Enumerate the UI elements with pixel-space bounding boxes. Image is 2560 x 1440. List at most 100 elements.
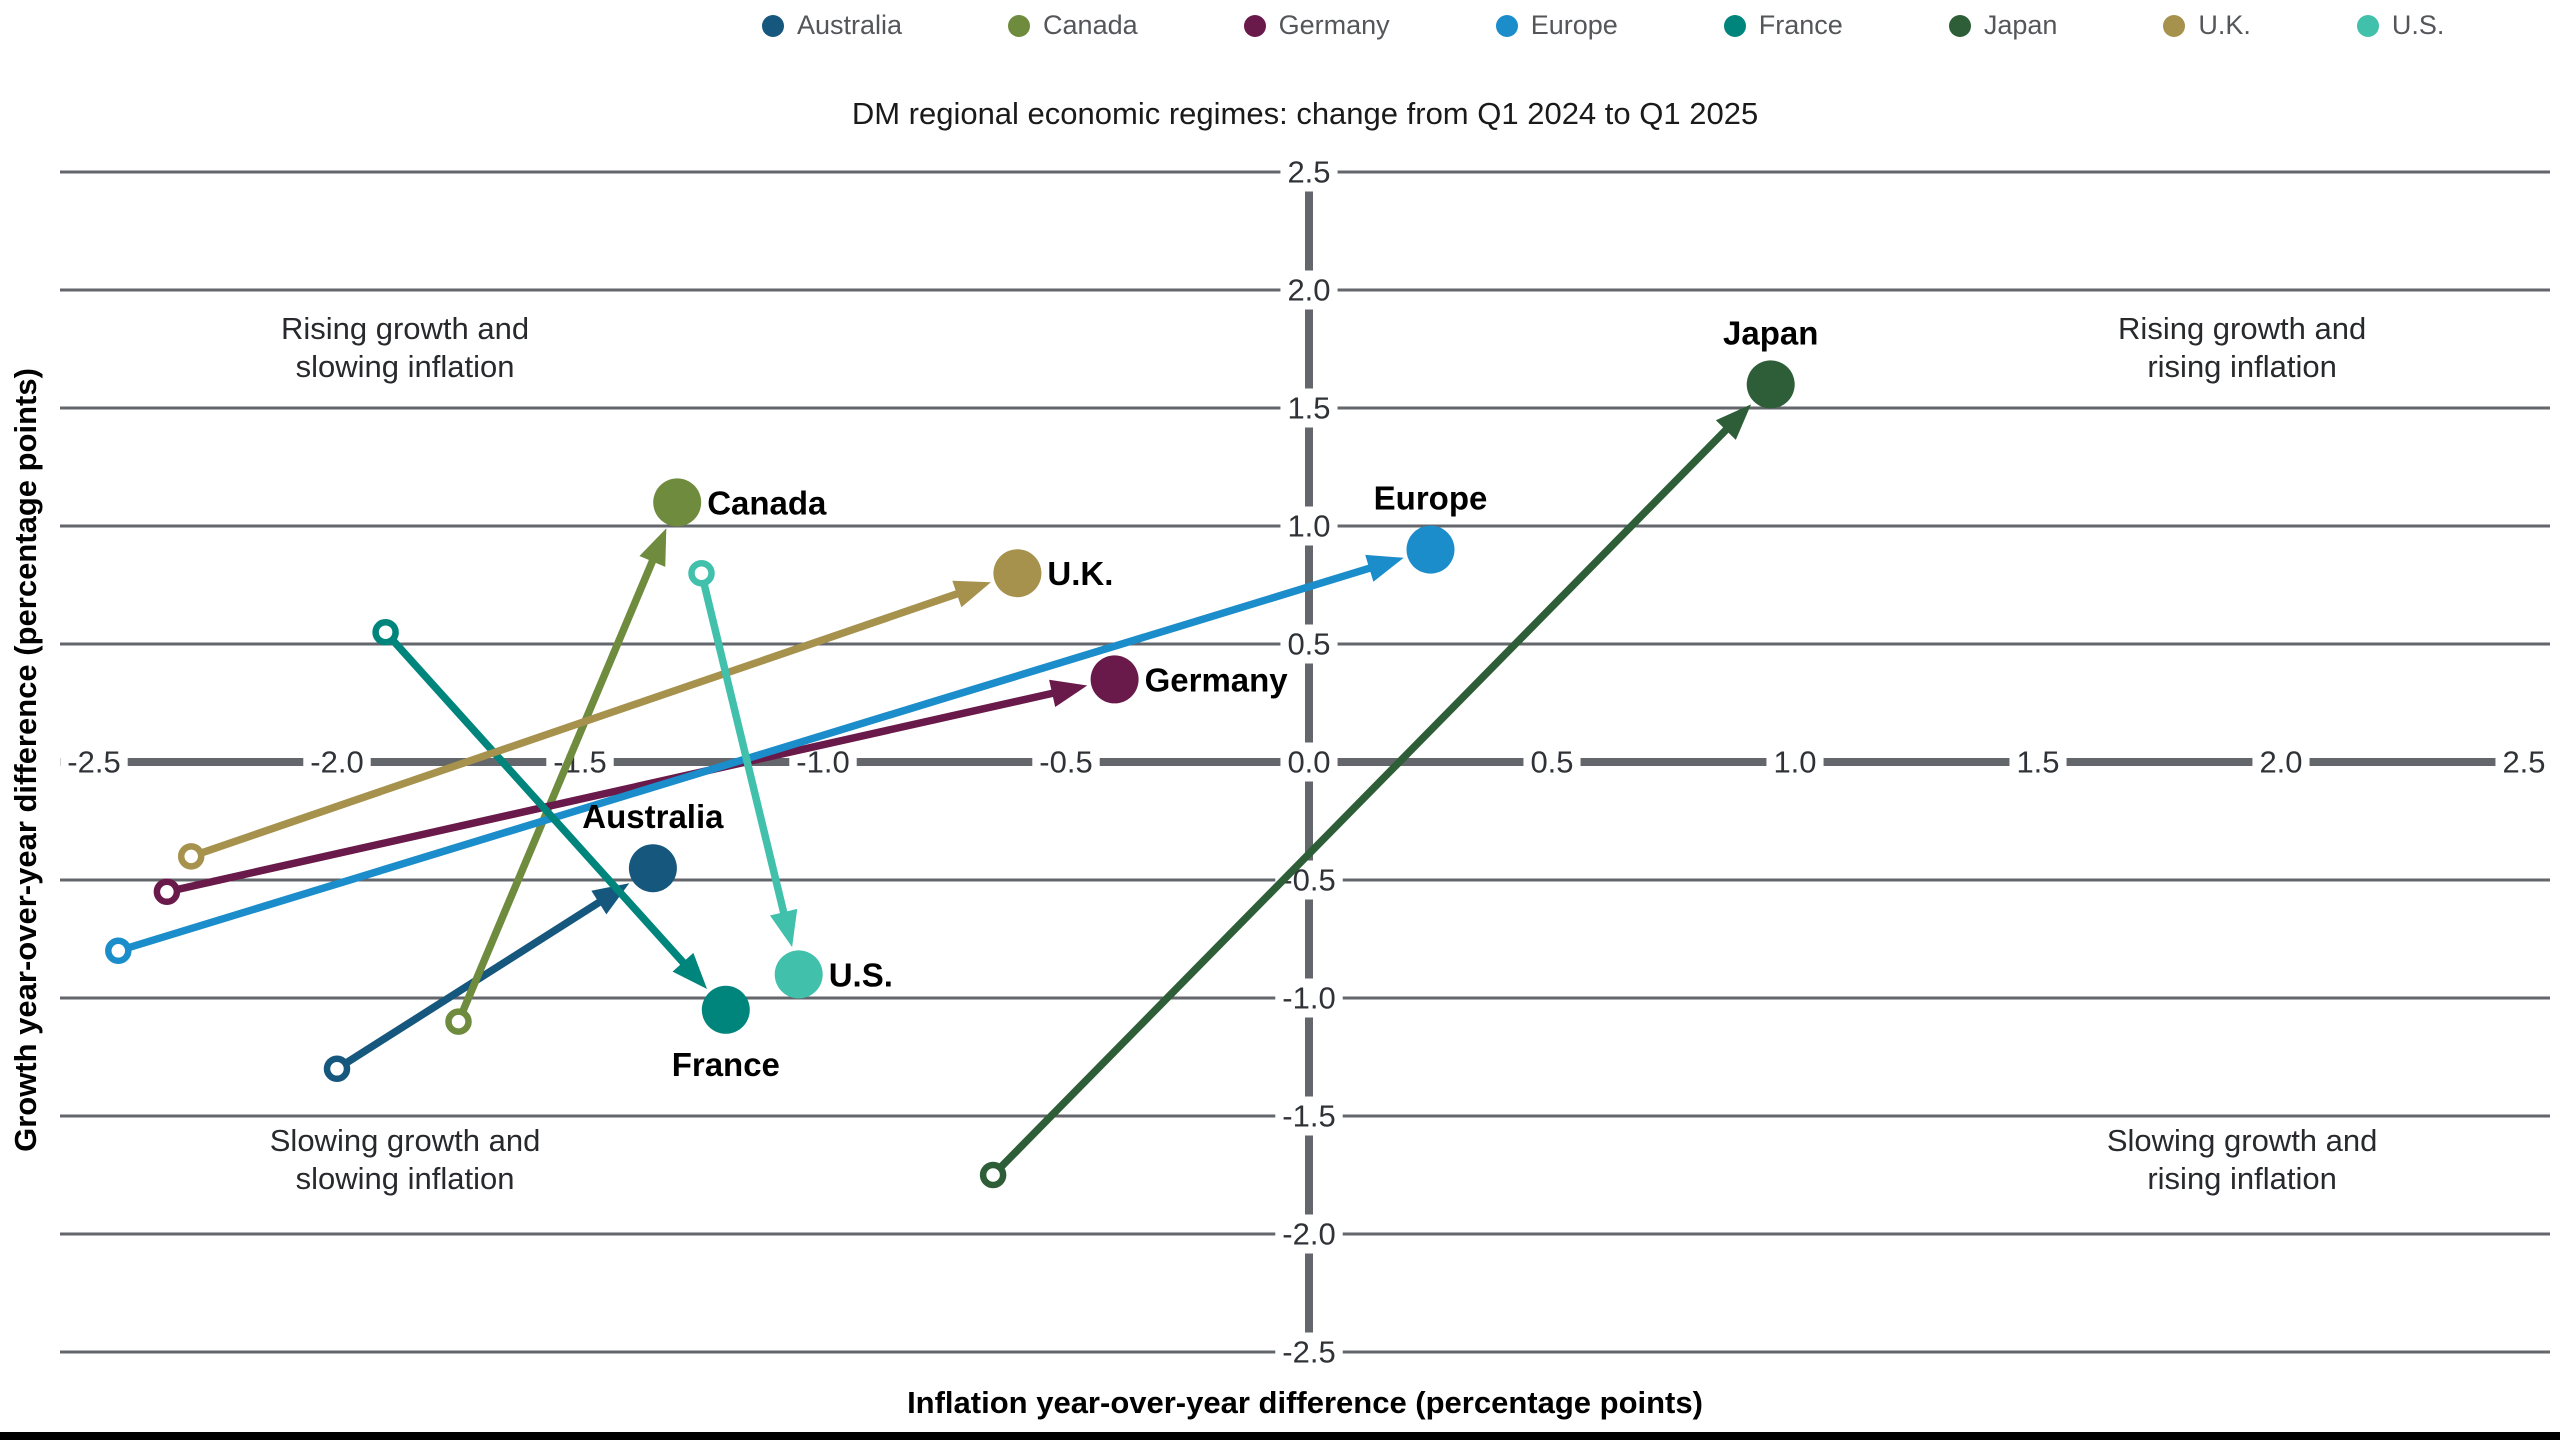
tick-label-bg <box>1523 742 1581 782</box>
end-point-canada <box>653 478 702 527</box>
point-label-us: U.S. <box>829 956 893 993</box>
tick-label-bg <box>1280 742 1338 782</box>
legend-swatch-icon <box>1008 14 1031 37</box>
quadrant-label-top-left: slowing inflation <box>296 349 515 384</box>
x-axis-title: Inflation year-over-year difference (per… <box>907 1385 1703 1420</box>
tick-label-bg <box>1275 978 1343 1018</box>
start-point-australia <box>323 1055 351 1083</box>
arrowhead-germany <box>1049 679 1088 708</box>
point-label-germany: Germany <box>1145 661 1289 698</box>
arrowhead-france <box>672 952 708 989</box>
trend-line-france <box>382 629 692 971</box>
quadrant-label-bottom-right: Slowing growth and <box>2107 1123 2378 1158</box>
start-point-germany <box>153 878 181 906</box>
arrowhead-canada <box>639 528 667 567</box>
legend-item-france: France <box>1723 10 1843 41</box>
end-point-germany <box>1090 655 1139 704</box>
legend-item-us: U.S. <box>2356 10 2445 41</box>
end-point-europe <box>1406 525 1455 574</box>
end-point-uk <box>993 549 1042 598</box>
tick-label-bg <box>1280 506 1338 546</box>
arrowhead-japan <box>1715 404 1752 440</box>
legend-item-europe: Europe <box>1495 10 1618 41</box>
trend-line-japan <box>990 421 1735 1178</box>
x-tick-label: -0.5 <box>1039 745 1092 780</box>
end-point-us <box>774 950 823 999</box>
trend-line-germany <box>166 687 1061 896</box>
y-axis-title: Growth year-over-year difference (percen… <box>8 368 43 1152</box>
tick-label-bg <box>1766 742 1824 782</box>
y-tick-label: 1.5 <box>1287 391 1330 426</box>
legend-label: Canada <box>1043 10 1138 40</box>
start-point-uk <box>177 843 205 870</box>
x-tick-label: 1.0 <box>1773 745 1816 780</box>
bottom-divider-bar <box>0 1432 2560 1440</box>
end-point-france <box>701 985 750 1034</box>
arrowhead-us <box>770 908 798 948</box>
tick-label-bg <box>1032 742 1100 782</box>
legend-swatch-icon <box>762 14 784 37</box>
tick-label-bg <box>2495 742 2553 782</box>
quadrant-label-top-left: Rising growth and <box>281 311 529 346</box>
y-tick-label: 2.5 <box>1287 155 1330 190</box>
quadrant-label-bottom-left: slowing inflation <box>296 1161 515 1196</box>
legend-label: U.S. <box>2391 10 2445 40</box>
point-label-japan: Japan <box>1723 314 1818 351</box>
legend-label: France <box>1758 10 1843 40</box>
point-label-europe: Europe <box>1374 480 1488 517</box>
tick-label-bg <box>1275 1096 1343 1136</box>
legend-item-canada: Canada <box>1008 10 1138 41</box>
legend-swatch-icon <box>1495 14 1518 37</box>
tick-label-bg <box>1280 152 1338 192</box>
tick-label-bg <box>1280 270 1338 310</box>
x-tick-label: 1.5 <box>2016 745 2059 780</box>
tick-label-bg <box>2252 742 2310 782</box>
x-tick-label: 2.5 <box>2502 745 2545 780</box>
tick-label-bg <box>1275 1214 1343 1254</box>
legend-label: Germany <box>1278 10 1390 40</box>
end-point-australia <box>628 844 677 893</box>
tick-label-bg <box>303 742 371 782</box>
legend-item-uk: U.K. <box>2163 10 2251 41</box>
quadrant-label-bottom-left: Slowing growth and <box>270 1123 541 1158</box>
legend-item-japan: Japan <box>1948 10 2058 41</box>
start-point-france <box>372 618 399 646</box>
point-label-canada: Canada <box>707 484 827 521</box>
x-tick-label: 0.5 <box>1530 745 1573 780</box>
end-point-japan <box>1746 360 1795 409</box>
point-label-australia: Australia <box>582 798 724 835</box>
start-point-europe <box>105 937 132 965</box>
chart-title: DM regional economic regimes: change fro… <box>851 96 1759 131</box>
legend-swatch-icon <box>1723 14 1746 37</box>
x-tick-label: 2.0 <box>2259 745 2302 780</box>
legend-swatch-icon <box>1243 14 1266 37</box>
trend-line-us <box>697 572 790 921</box>
quadrant-label-top-right: Rising growth and <box>2118 311 2366 346</box>
point-label-france: France <box>672 1046 780 1083</box>
legend-swatch-icon <box>2163 14 2186 37</box>
y-tick-label: -1.5 <box>1282 1099 1335 1134</box>
legend-label: Australia <box>797 10 903 40</box>
arrowhead-europe <box>1365 554 1404 582</box>
y-tick-label: -1.0 <box>1282 981 1335 1016</box>
y-tick-label: -2.5 <box>1282 1335 1335 1370</box>
tick-label-bg <box>60 742 128 782</box>
x-tick-label: 0.0 <box>1287 745 1330 780</box>
trend-line-canada <box>455 552 659 1024</box>
y-tick-label: 1.0 <box>1287 509 1330 544</box>
tick-label-bg <box>546 742 614 782</box>
y-tick-label: 2.0 <box>1287 273 1330 308</box>
quadrant-label-bottom-right: rising inflation <box>2147 1161 2337 1196</box>
legend-label: Japan <box>1983 10 2058 40</box>
start-point-japan <box>979 1161 1007 1189</box>
tick-label-bg <box>1280 388 1338 428</box>
start-point-us <box>688 559 715 587</box>
legend-swatch-icon <box>1948 14 1971 37</box>
y-tick-label: 0.5 <box>1287 627 1330 662</box>
x-tick-label: -2.5 <box>67 745 120 780</box>
legend-item-germany: Germany <box>1243 10 1390 41</box>
quadrant-label-top-right: rising inflation <box>2147 349 2337 384</box>
x-tick-label: -2.0 <box>310 745 363 780</box>
